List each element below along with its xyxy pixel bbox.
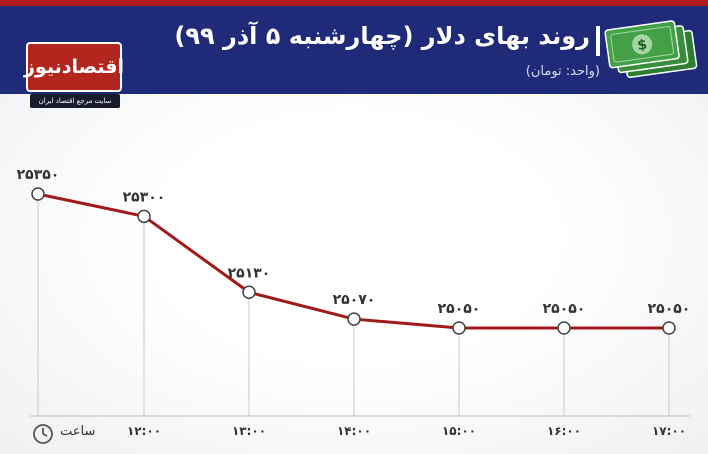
unit-label: (واحد: تومان) xyxy=(525,64,600,79)
data-label: ۲۵۳۰۰ xyxy=(123,189,166,205)
data-label: ۲۵۰۵۰ xyxy=(543,301,586,317)
data-label: ۲۵۱۳۰ xyxy=(228,265,271,281)
data-point xyxy=(347,312,361,326)
data-point xyxy=(452,321,466,335)
top-accent-strip xyxy=(0,0,708,6)
x-tick-label: ۱۴:۰۰ xyxy=(336,424,372,438)
brand-name: اقتصادنیوز xyxy=(24,42,124,92)
svg-text:$: $ xyxy=(636,37,648,54)
x-tick-label: ۱۶:۰۰ xyxy=(546,424,582,438)
brand-tagline: سایت مرجع اقتصاد ایران xyxy=(30,94,120,108)
data-point xyxy=(137,209,151,224)
title-divider xyxy=(596,26,600,56)
chart-title: روند بهای دلار (چهارشنبه ۵ آذر ۹۹) xyxy=(174,22,590,50)
x-tick-label: ۱۳:۰۰ xyxy=(231,424,267,438)
data-label: ۲۵۰۵۰ xyxy=(438,301,481,317)
x-tick-label: ۱۲:۰۰ xyxy=(126,424,162,438)
data-point xyxy=(242,285,256,300)
data-point xyxy=(662,321,676,335)
data-point xyxy=(557,321,571,335)
data-label: ۲۵۰۷۰ xyxy=(333,292,376,308)
x-tick-label: ۱۷:۰۰ xyxy=(651,424,687,438)
brand-logo: اقتصادنیوز سایت مرجع اقتصاد ایران xyxy=(24,42,124,112)
x-tick-label: ۱۵:۰۰ xyxy=(441,424,477,438)
money-icon: $ xyxy=(604,20,698,79)
x-axis-label: ساعت xyxy=(60,424,96,439)
data-point xyxy=(31,187,45,201)
data-label: ۲۵۰۵۰ xyxy=(648,301,691,317)
clock-icon xyxy=(33,424,53,444)
data-label: ۲۵۳۵۰ xyxy=(17,167,60,183)
